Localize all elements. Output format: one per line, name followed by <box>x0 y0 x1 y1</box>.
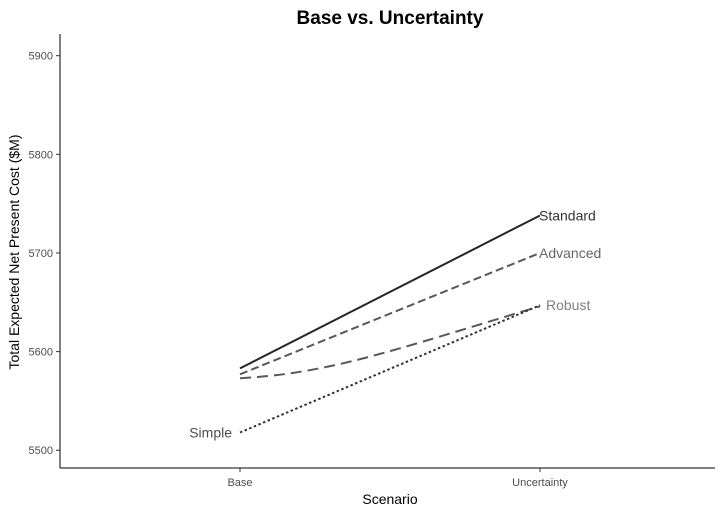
x-tick-label: Uncertainty <box>512 477 568 489</box>
y-tick-label: 5500 <box>29 445 53 457</box>
y-tick-label: 5600 <box>29 347 53 359</box>
series-line-advanced <box>239 252 541 376</box>
y-tick-label: 5800 <box>29 149 53 161</box>
series-label-robust: Robust <box>546 297 590 313</box>
series-line-simple <box>239 304 541 434</box>
series-label-simple: Simple <box>189 424 232 440</box>
series-line-standard <box>239 214 541 370</box>
series-label-advanced: Advanced <box>539 245 601 261</box>
series-line-robust <box>239 305 541 380</box>
chart-title: Base vs. Uncertainty <box>297 8 484 29</box>
x-tick-label: Base <box>227 477 252 489</box>
y-tick-label: 5700 <box>29 248 53 260</box>
axes: 5500 5600 5700 5800 5900 Base Uncertainty <box>29 34 715 489</box>
plot-area: Standard Advanced Robust Simple <box>189 207 601 440</box>
x-axis-title: Scenario <box>362 491 417 507</box>
y-tick-label: 5900 <box>29 51 53 63</box>
y-axis-title: Total Expected Net Present Cost ($M) <box>6 135 22 370</box>
series-label-standard: Standard <box>539 207 596 223</box>
